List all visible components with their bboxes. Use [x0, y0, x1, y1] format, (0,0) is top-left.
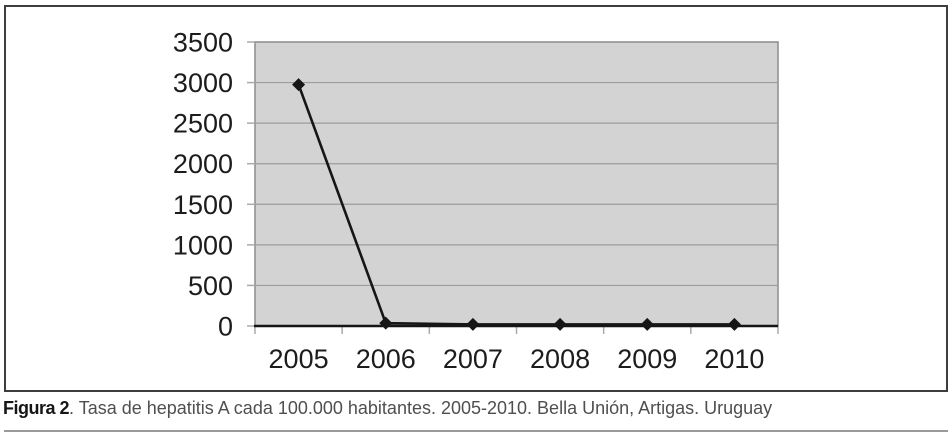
y-axis-label: 0 — [218, 312, 233, 342]
data-point-marker — [727, 317, 741, 331]
y-axis-label: 2500 — [173, 109, 233, 139]
figure-caption-label: Figura 2 — [3, 398, 70, 418]
y-axis-label: 500 — [188, 271, 233, 301]
chart-frame: 0 500 1000 1500 2000 2500 3000 3500 2005 2006 2007… — [4, 5, 948, 392]
y-axis-label: 1000 — [173, 230, 233, 260]
hepatitis-rate-line-chart: 0 500 1000 1500 2000 2500 3000 3500 2005 2006 2007… — [173, 28, 779, 374]
figure-caption: Figura 2. Tasa de hepatitis A cada 100.0… — [3, 397, 949, 420]
x-axis-label: 2007 — [443, 344, 503, 374]
x-axis-label: 2006 — [356, 344, 416, 374]
x-axis-label: 2008 — [530, 344, 590, 374]
y-axis-label: 2000 — [173, 149, 233, 179]
y-axis-label: 3000 — [173, 68, 233, 98]
figure-caption-text: . Tasa de hepatitis A cada 100.000 habit… — [69, 398, 773, 418]
x-axis-label: 2005 — [269, 344, 329, 374]
y-axis-label: 3500 — [173, 28, 233, 58]
data-point-marker — [553, 317, 567, 331]
caption-divider-rule — [4, 430, 948, 432]
y-axis-label: 1500 — [173, 190, 233, 220]
data-point-marker — [379, 316, 393, 330]
data-point-marker — [292, 78, 306, 92]
series-line — [297, 84, 735, 326]
x-axis-label: 2009 — [617, 344, 677, 374]
data-point-marker — [466, 317, 480, 331]
x-axis-label: 2010 — [704, 344, 764, 374]
plot-area — [254, 41, 779, 327]
data-point-marker — [640, 317, 654, 331]
